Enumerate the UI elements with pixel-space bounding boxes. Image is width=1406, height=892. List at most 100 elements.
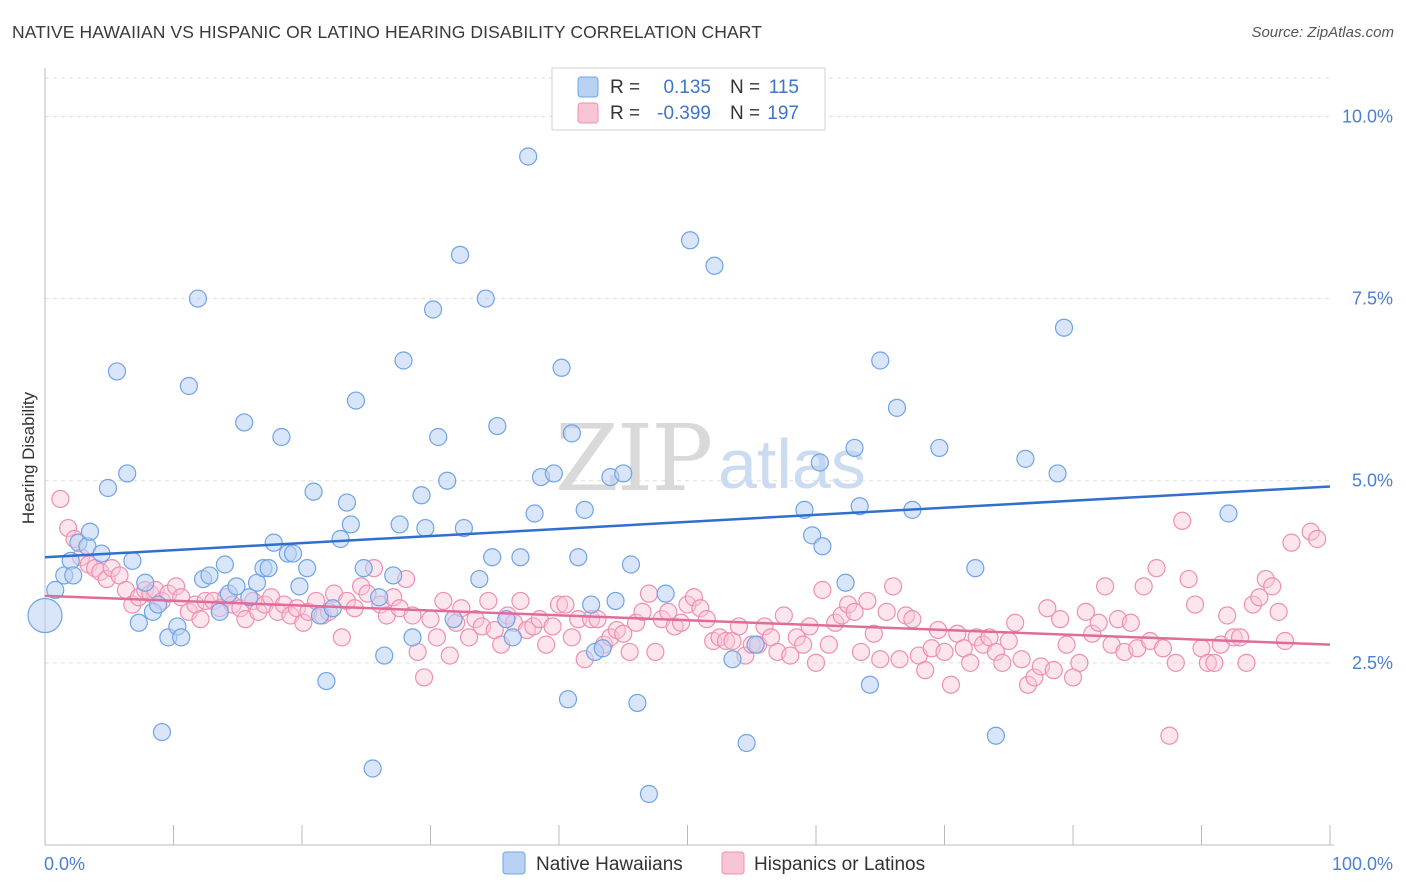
hispanics-point: [1096, 577, 1115, 596]
native-hawaiians-point: [375, 646, 394, 665]
hispanics-point: [691, 599, 710, 618]
hispanics-point: [890, 650, 909, 669]
native-hawaiians-point: [582, 595, 601, 614]
native-hawaiians-point: [552, 358, 571, 377]
native-hawaiians-point: [723, 650, 742, 669]
hispanics-point: [414, 668, 434, 687]
native-hawaiians-point: [98, 478, 118, 498]
native-hawaiians-point: [27, 597, 63, 634]
hispanics-point: [562, 628, 581, 647]
native-hawaiians-point: [519, 147, 538, 166]
stats-blue-r-value: 0.135: [663, 77, 711, 98]
series-native-hawaiians-points: [27, 147, 1238, 804]
hispanics-point: [1243, 595, 1263, 614]
hispanics-point: [191, 610, 210, 629]
native-hawaiians-point: [215, 555, 234, 574]
hispanics-point: [1006, 613, 1025, 632]
hispanics-point: [1179, 569, 1198, 589]
hispanics-point: [961, 653, 980, 672]
native-hawaiians-point: [871, 351, 890, 370]
native-hawaiians-point: [860, 675, 880, 694]
hispanics-point: [1083, 624, 1102, 643]
stats-pink-n-label: N =: [730, 103, 760, 124]
hispanics-point: [1018, 675, 1038, 694]
hispanics-point: [1134, 577, 1153, 596]
hispanics-point: [858, 591, 877, 611]
hispanics-point: [1263, 577, 1282, 596]
native-hawaiians-point: [511, 548, 530, 567]
hispanics-point: [1070, 653, 1089, 672]
native-hawaiians-point: [1048, 464, 1067, 483]
stats-pink-n-value: 197: [767, 103, 799, 124]
hispanics-point: [845, 602, 864, 621]
native-hawaiians-point: [283, 544, 303, 563]
hispanics-point: [781, 646, 800, 665]
x-tick-labels: 0.0% 100.0%: [44, 854, 1393, 874]
hispanics-point: [332, 628, 351, 647]
hispanics-point: [877, 602, 896, 621]
native-hawaiians-point: [503, 628, 522, 647]
hispanics-point: [1205, 653, 1224, 672]
native-hawaiians-point: [810, 453, 829, 472]
hispanics-point: [1147, 559, 1166, 578]
stats-blue-n-value: 115: [769, 77, 799, 98]
native-hawaiians-point: [593, 639, 612, 658]
native-hawaiians-point: [1016, 449, 1035, 468]
hispanics-point: [967, 628, 986, 647]
native-hawaiians-trend-line: [44, 485, 1331, 559]
native-hawaiians-point: [705, 256, 724, 275]
native-hawaiians-point: [179, 376, 199, 396]
native-hawaiians-point: [363, 759, 382, 778]
hispanics-point: [1198, 653, 1218, 672]
native-hawaiians-point: [304, 482, 323, 501]
stats-pink-r-value: -0.399: [657, 103, 711, 124]
grid-lines: [45, 77, 1330, 664]
native-hawaiians-point: [172, 628, 191, 647]
native-hawaiians-point: [403, 628, 422, 647]
native-hawaiians-point: [614, 464, 633, 483]
hispanics-point: [671, 613, 691, 632]
hispanics-point: [813, 580, 832, 600]
hispanics-point: [179, 602, 199, 621]
stats-box: R = 0.135 N = 115 R = -0.399 N = 197: [551, 67, 826, 131]
hispanics-point: [787, 628, 806, 647]
hispanics-point: [1173, 511, 1192, 530]
native-hawaiians-point: [476, 289, 495, 308]
native-hawaiians-point: [152, 722, 172, 742]
native-hawaiians-point: [483, 548, 502, 567]
hispanics-point: [1044, 661, 1063, 680]
hispanics-point: [59, 518, 78, 538]
native-hawaiians-point: [331, 529, 350, 549]
native-hawaiians-point: [986, 726, 1006, 745]
native-hawaiians-point: [64, 566, 83, 585]
native-hawaiians-point: [80, 522, 100, 541]
hispanics-point: [839, 595, 858, 614]
hispanics-point: [434, 591, 453, 611]
hispanics-point: [102, 559, 121, 578]
hispanics-point: [806, 653, 826, 672]
stats-pink-swatch: [577, 102, 599, 124]
native-hawaiians-point: [606, 591, 625, 611]
hispanics-point: [1275, 631, 1295, 651]
native-hawaiians-point: [1219, 504, 1238, 523]
native-hawaiians-point: [370, 588, 389, 607]
hispanics-point: [864, 624, 883, 643]
native-hawaiians-point: [341, 515, 360, 534]
native-hawaiians-point: [423, 300, 443, 319]
hispanics-point: [684, 588, 704, 607]
native-hawaiians-point: [450, 245, 470, 264]
legend-pink-swatch: [721, 851, 745, 875]
native-hawaiians-point: [438, 471, 457, 490]
watermark-zip: ZIP: [555, 405, 711, 512]
native-hawaiians-point: [444, 610, 463, 629]
native-hawaiians-point: [656, 584, 675, 603]
chart-title: NATIVE HAWAIIAN VS HISPANIC OR LATINO HE…: [12, 22, 762, 42]
hispanics-point: [1301, 522, 1320, 541]
legend-hispanics-or-latinos: Hispanics or Latinos: [754, 854, 925, 875]
native-hawaiians-point: [136, 573, 155, 592]
watermark-atlas: atlas: [718, 425, 866, 503]
native-hawaiians-point: [227, 577, 246, 596]
native-hawaiians-point: [429, 427, 448, 447]
hispanics-point: [774, 606, 793, 625]
hispanics-trend-line: [44, 594, 1331, 646]
